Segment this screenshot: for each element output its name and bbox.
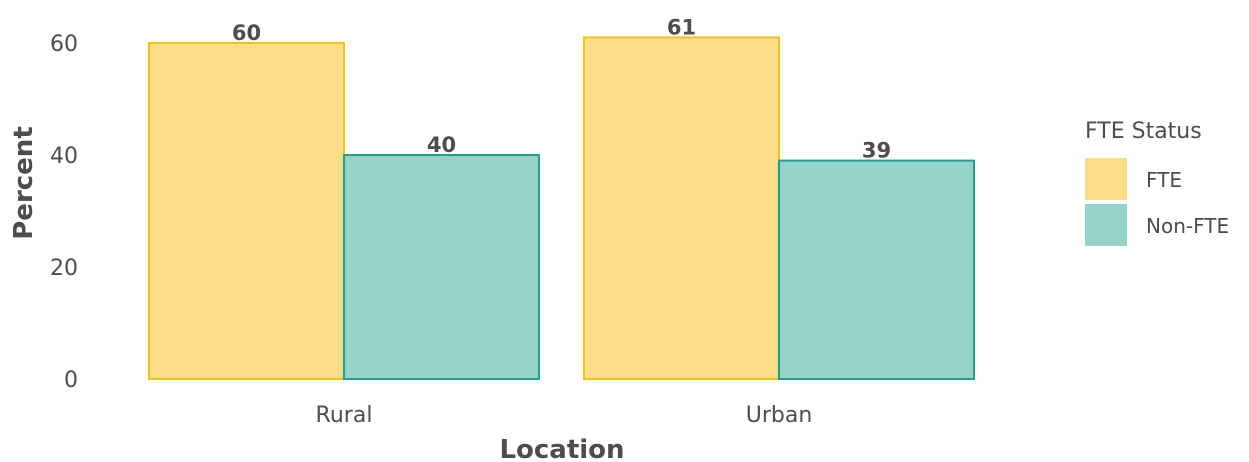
legend-label-non-fte: Non-FTE	[1146, 214, 1229, 238]
data-label-urban-fte: 61	[667, 15, 696, 39]
bar-urban-fte	[583, 36, 780, 381]
y-tick-label-60: 60	[50, 32, 78, 57]
x-tick-label-rural: Rural	[316, 403, 373, 428]
x-axis-ticks: Rural Urban	[316, 403, 813, 428]
y-tick-label-20: 20	[50, 256, 78, 281]
legend-label-fte: FTE	[1146, 168, 1182, 192]
bar-urban-non-fte	[778, 159, 975, 380]
y-axis-ticks: 0 20 40 60	[50, 32, 78, 393]
data-label-rural-non-fte: 40	[427, 133, 456, 157]
bars	[148, 36, 975, 381]
y-tick-label-0: 0	[64, 368, 78, 393]
data-label-rural-fte: 60	[232, 21, 261, 45]
data-label-urban-non-fte: 39	[862, 139, 891, 163]
legend-swatch-fte	[1085, 158, 1127, 200]
x-axis-title: Location	[499, 435, 624, 462]
bar-rural-non-fte	[343, 154, 540, 380]
x-tick-label-urban: Urban	[746, 403, 813, 428]
legend-swatch-non-fte	[1085, 204, 1127, 246]
y-axis-title: Percent	[9, 126, 39, 240]
legend: FTE Status FTE Non-FTE	[1085, 119, 1229, 246]
y-tick-label-40: 40	[50, 144, 78, 169]
data-labels: 60 40 61 39	[232, 15, 891, 162]
bar-rural-fte	[148, 42, 345, 380]
legend-title: FTE Status	[1085, 119, 1202, 144]
